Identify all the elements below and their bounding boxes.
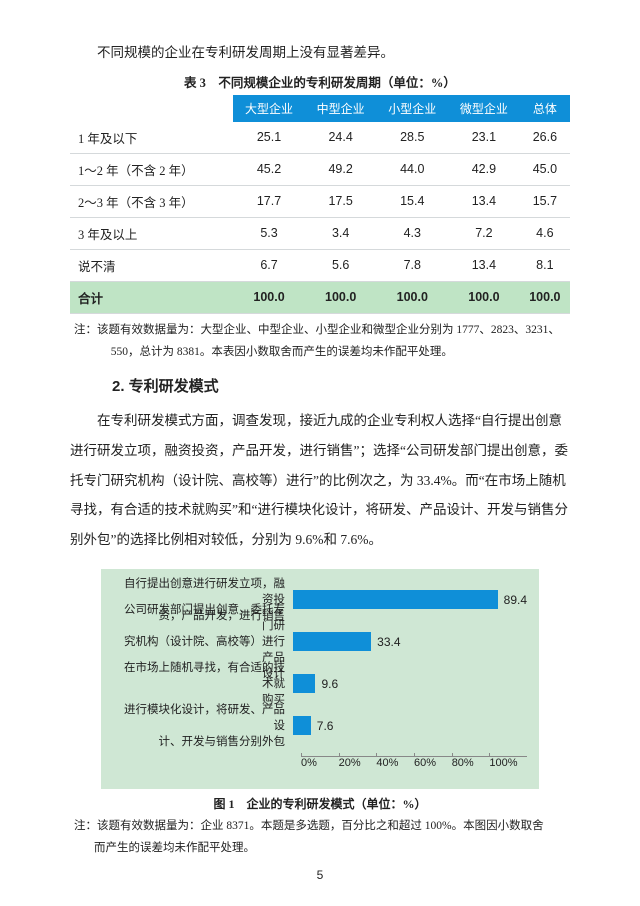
- table3: 大型企业 中型企业 小型企业 微型企业 总体 1 年及以下25.124.428.…: [70, 95, 570, 314]
- chart-bar-row: 在市场上随机寻找，有合适的技术就购买9.6: [113, 663, 527, 705]
- table-total-row: 合计100.0100.0100.0100.0100.0: [70, 281, 570, 313]
- bar-label: 进行模块化设计，将研发、产品设计、开发与销售分别外包: [113, 702, 293, 750]
- x-tick: 40%: [376, 757, 414, 779]
- cell: 23.1: [448, 122, 520, 154]
- cell: 5.3: [233, 217, 305, 249]
- cell: 7.2: [448, 217, 520, 249]
- x-tick: 20%: [339, 757, 377, 779]
- cell: 4.3: [376, 217, 448, 249]
- cell: 3.4: [305, 217, 377, 249]
- body-paragraph: 在专利研发模式方面，调查发现，接近九成的企业专利权人选择“自行提出创意进行研发立…: [70, 406, 570, 554]
- chart-bar-row: 进行模块化设计，将研发、产品设计、开发与销售分别外包 7.6: [113, 705, 527, 747]
- cell: 15.7: [520, 185, 570, 217]
- chart-bar-row: 公司研发部门提出创意，委托专门研究机构（设计院、高校等）进行产品设计33.4: [113, 621, 527, 663]
- row-label: 1 年及以下: [70, 122, 233, 154]
- table-row: 说不清6.75.67.813.48.1: [70, 249, 570, 281]
- cell: 28.5: [376, 122, 448, 154]
- figure-1-caption: 图 1 企业的专利研发模式（单位：%）: [70, 795, 570, 812]
- table-row: 1～2 年（不含 2 年）45.249.244.042.945.0: [70, 153, 570, 185]
- th-total: 总体: [520, 95, 570, 122]
- row-label: 合计: [70, 281, 233, 313]
- cell: 8.1: [520, 249, 570, 281]
- cell: 13.4: [448, 249, 520, 281]
- bar-value: 9.6: [321, 677, 338, 691]
- table3-note: 注：该题有效数据量为：大型企业、中型企业、小型企业和微型企业分别为 1777、2…: [70, 320, 570, 364]
- cell: 13.4: [448, 185, 520, 217]
- cell: 45.2: [233, 153, 305, 185]
- cell: 44.0: [376, 153, 448, 185]
- cell: 100.0: [520, 281, 570, 313]
- bar: [293, 632, 371, 651]
- cell: 45.0: [520, 153, 570, 185]
- cell: 17.7: [233, 185, 305, 217]
- th-large: 大型企业: [233, 95, 305, 122]
- cell: 100.0: [376, 281, 448, 313]
- bar: [293, 716, 311, 735]
- figure-1-note: 注：该题有效数据量为：企业 8371。本题是多选题，百分比之和超过 100%。本…: [70, 816, 570, 860]
- table-row: 2～3 年（不含 3 年）17.717.515.413.415.7: [70, 185, 570, 217]
- page-number: 5: [0, 868, 640, 882]
- cell: 25.1: [233, 122, 305, 154]
- bar: [293, 590, 498, 609]
- table3-note-a: 注：该题有效数据量为：大型企业、中型企业、小型企业和微型企业分别为 1777、2…: [74, 324, 560, 336]
- cell: 15.4: [376, 185, 448, 217]
- figure-1-note-b: 而产生的误差均未作配平处理。: [94, 842, 255, 854]
- figure-1-note-a: 注：该题有效数据量为：企业 8371。本题是多选题，百分比之和超过 100%。本…: [74, 820, 544, 832]
- figure-1-chart: 自行提出创意进行研发立项，融资投资，产品开发，进行销售89.4公司研发部门提出创…: [101, 569, 539, 789]
- row-label: 1～2 年（不含 2 年）: [70, 153, 233, 185]
- page-root: 不同规模的企业在专利研发周期上没有显著差异。 表 3 不同规模企业的专利研发周期…: [0, 0, 640, 906]
- row-label: 3 年及以上: [70, 217, 233, 249]
- bar-value: 33.4: [377, 635, 400, 649]
- cell: 26.6: [520, 122, 570, 154]
- cell: 7.8: [376, 249, 448, 281]
- th-medium: 中型企业: [305, 95, 377, 122]
- bar: [293, 674, 315, 693]
- cell: 5.6: [305, 249, 377, 281]
- cell: 24.4: [305, 122, 377, 154]
- table3-caption: 表 3 不同规模企业的专利研发周期（单位：%）: [70, 72, 570, 91]
- cell: 42.9: [448, 153, 520, 185]
- th-micro: 微型企业: [448, 95, 520, 122]
- x-tick: 100%: [489, 757, 527, 779]
- x-axis: 0%20%40%60%80%100%: [301, 757, 527, 779]
- lead-paragraph: 不同规模的企业在专利研发周期上没有显著差异。: [70, 38, 570, 68]
- cell: 100.0: [233, 281, 305, 313]
- th-blank: [70, 95, 233, 122]
- cell: 6.7: [233, 249, 305, 281]
- table-row: 3 年及以上5.33.44.37.24.6: [70, 217, 570, 249]
- table3-note-b: 550，总计为 8381。本表因小数取舍而产生的误差均未作配平处理。: [74, 342, 453, 364]
- x-tick: 60%: [414, 757, 452, 779]
- table3-header-row: 大型企业 中型企业 小型企业 微型企业 总体: [70, 95, 570, 122]
- section-2-title: 2. 专利研发模式: [112, 375, 570, 396]
- cell: 100.0: [305, 281, 377, 313]
- bar-value: 89.4: [504, 593, 527, 607]
- x-tick: 80%: [452, 757, 490, 779]
- th-small: 小型企业: [376, 95, 448, 122]
- cell: 17.5: [305, 185, 377, 217]
- bar-value: 7.6: [317, 719, 334, 733]
- x-tick: 0%: [301, 757, 339, 779]
- cell: 49.2: [305, 153, 377, 185]
- row-label: 2～3 年（不含 3 年）: [70, 185, 233, 217]
- cell: 100.0: [448, 281, 520, 313]
- cell: 4.6: [520, 217, 570, 249]
- table-row: 1 年及以下25.124.428.523.126.6: [70, 122, 570, 154]
- row-label: 说不清: [70, 249, 233, 281]
